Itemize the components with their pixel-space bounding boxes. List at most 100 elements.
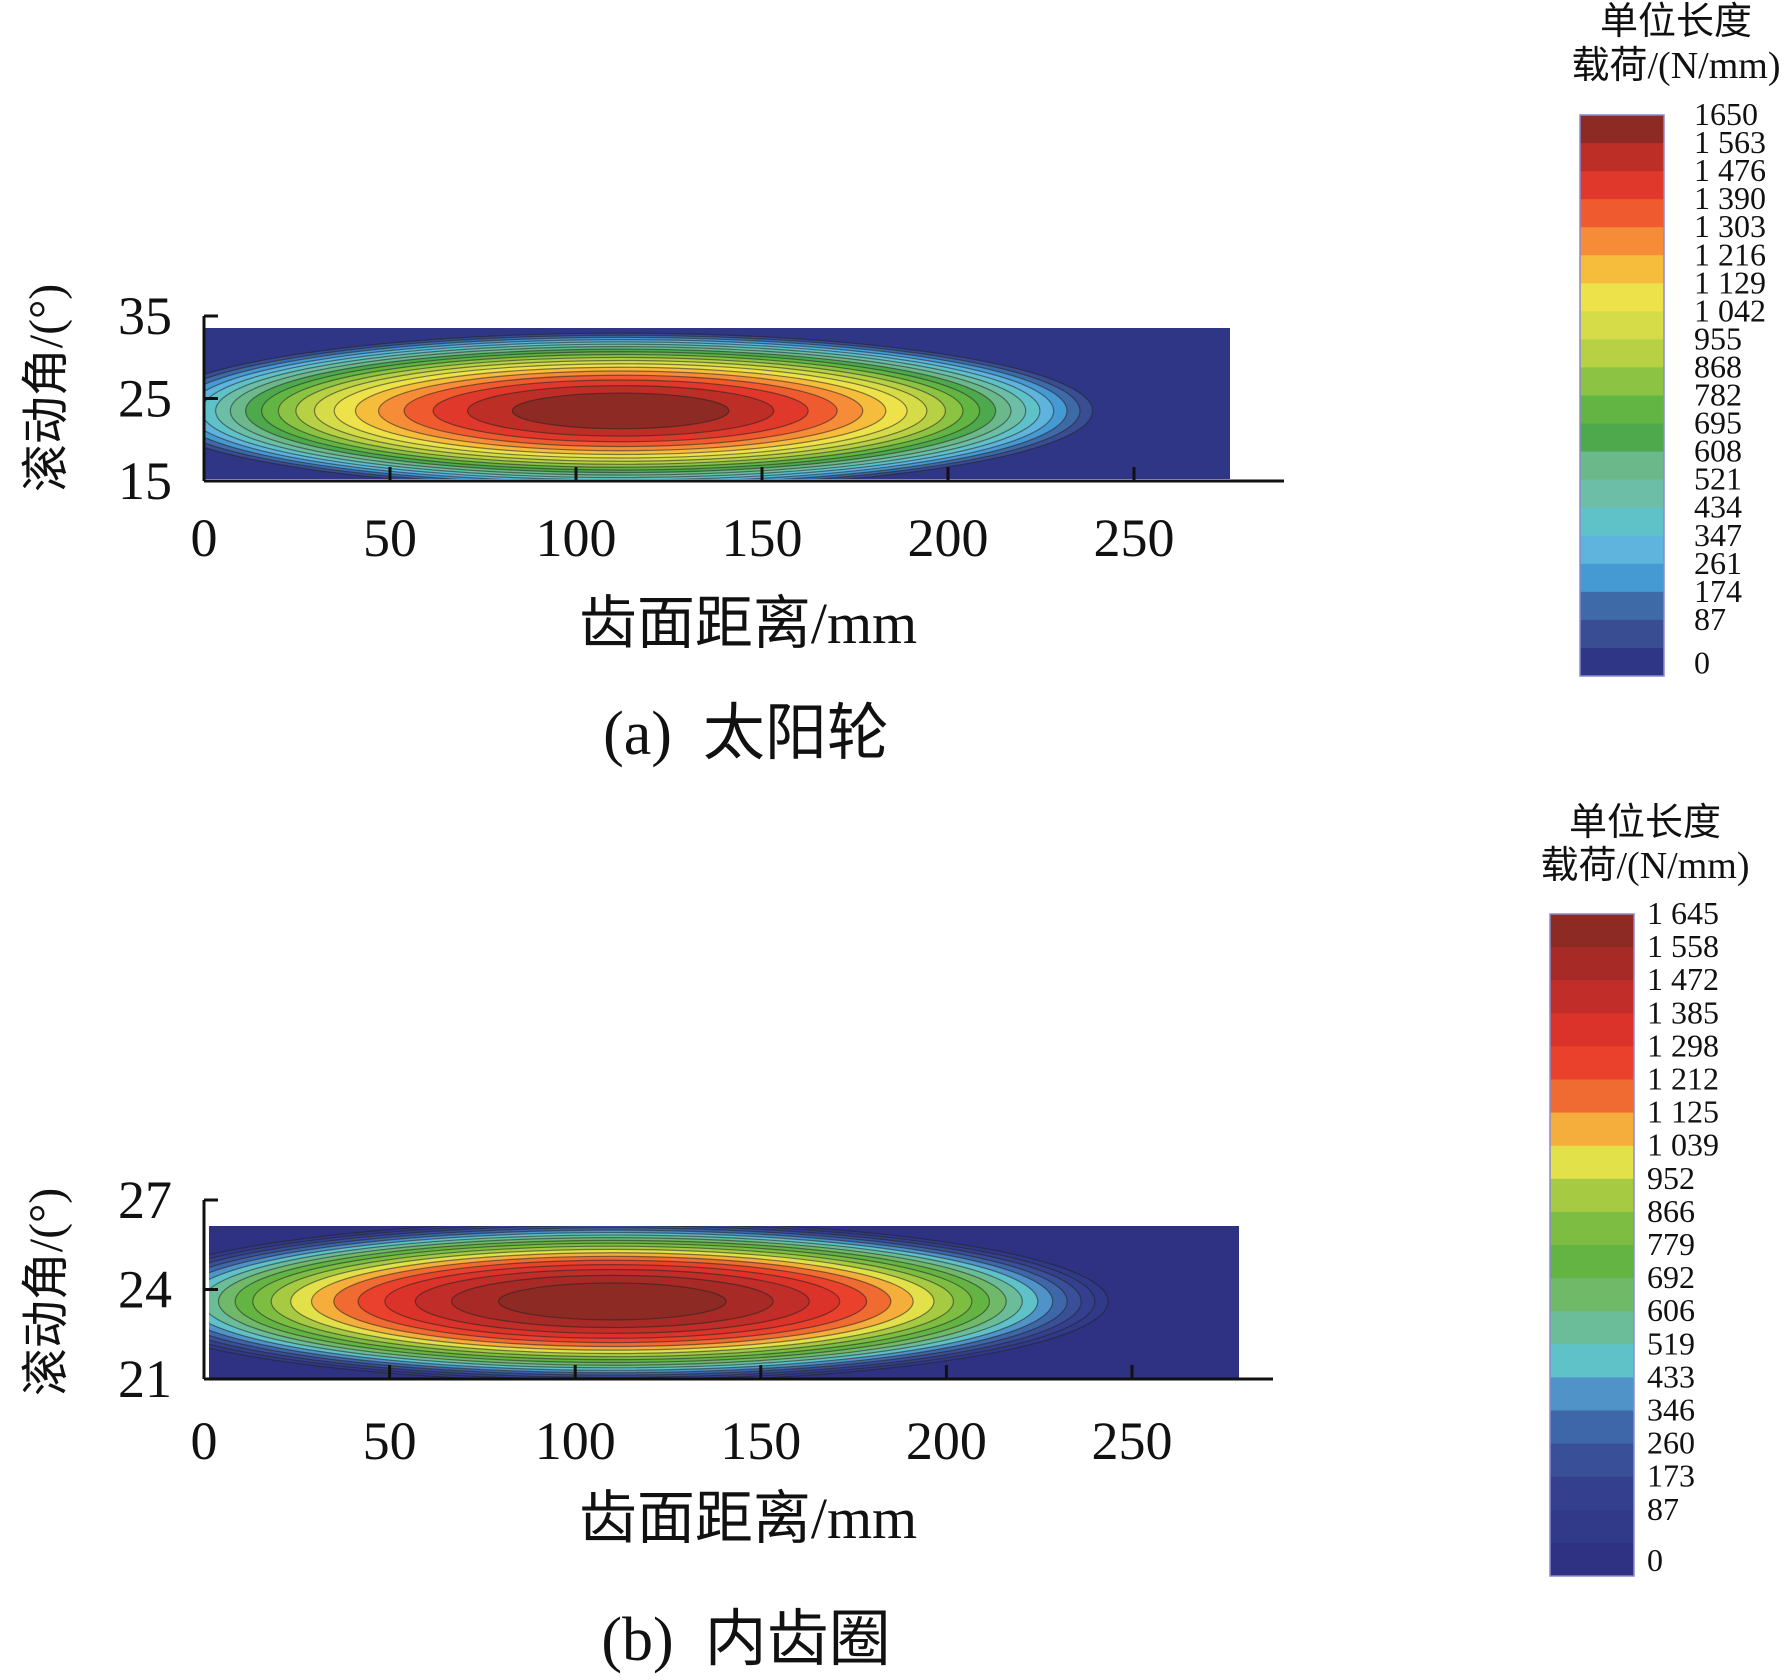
colorbar-label-b-16: 260 [1647, 1425, 1695, 1461]
y-ticks-a: 15 25 35 [118, 286, 218, 511]
contour-field-b [209, 1226, 1239, 1378]
colorbar-label-a-17: 174 [1694, 573, 1742, 609]
colorbar-label-b-13: 519 [1647, 1325, 1695, 1361]
colorbar-label-b-0: 1 645 [1647, 895, 1719, 931]
colorbar-swatch-a-4 [1580, 227, 1664, 256]
colorbar-swatch-a-16 [1580, 563, 1664, 593]
colorbar-label-b-19: 0 [1647, 1542, 1663, 1578]
colorbar-swatch-a-19 [1580, 647, 1664, 677]
x-tick-label-b-4: 200 [906, 1411, 987, 1471]
colorbar-label-a-16: 261 [1694, 545, 1742, 581]
colorbar-swatch-b-2 [1550, 980, 1634, 1014]
colorbar-label-b-1: 1 558 [1647, 928, 1719, 964]
colorbar-swatch-a-9 [1580, 367, 1664, 396]
colorbar-swatch-b-6 [1550, 1112, 1634, 1147]
y-tick-label-b-0: 21 [118, 1349, 172, 1409]
colorbar-swatch-b-14 [1550, 1377, 1634, 1411]
colorbar-frame-a [1579, 114, 1665, 677]
colorbar-label-b-15: 346 [1647, 1392, 1695, 1428]
colorbar-label-a-14: 434 [1694, 489, 1742, 525]
colorbar-swatch-b-9 [1550, 1211, 1634, 1246]
colorbar-label-b-7: 1 039 [1647, 1127, 1719, 1163]
colorbar-label-b-3: 1 385 [1647, 994, 1719, 1030]
colorbar-swatch-b-12 [1550, 1311, 1634, 1345]
colorbar-swatch-a-1 [1580, 143, 1664, 172]
colorbar-swatch-a-13 [1580, 479, 1664, 509]
y-tick-label-a-2: 35 [118, 286, 172, 346]
colorbar-label-b-12: 606 [1647, 1292, 1695, 1328]
colorbar-swatch-b-18 [1550, 1509, 1634, 1544]
x-tick-label-a-4: 200 [908, 508, 989, 568]
colorbar-title-line1-a: 单位长度 [1600, 1, 1752, 43]
axes-a: 0 50 100 150 200 250 15 25 35 [118, 286, 1284, 568]
axes-b: 0 50 100 150 200 250 21 24 27 [118, 1170, 1273, 1471]
colorbar-label-b-18: 87 [1647, 1491, 1679, 1527]
colorbar-swatch-b-10 [1550, 1245, 1634, 1279]
colorbar-swatch-b-16 [1550, 1443, 1634, 1478]
colorbar-label-a-12: 608 [1694, 433, 1742, 469]
colorbar-label-b-5: 1 212 [1647, 1061, 1719, 1097]
colorbar-label-b-4: 1 298 [1647, 1027, 1719, 1063]
colorbar-swatch-a-3 [1580, 199, 1664, 228]
y-axis-title-a: 滚动角/(°) [20, 284, 73, 493]
colorbar-label-b-2: 1 472 [1647, 961, 1719, 997]
colorbar-swatch-a-12 [1580, 451, 1664, 481]
contour-levels-a [204, 332, 1093, 479]
colorbar-label-a-18: 87 [1694, 601, 1726, 637]
colorbar-label-a-11: 695 [1694, 405, 1742, 441]
x-tick-label-b-2: 100 [535, 1411, 616, 1471]
colorbar-swatch-b-8 [1550, 1178, 1634, 1213]
colorbar-label-a-4: 1 303 [1694, 208, 1766, 244]
colorbar-label-b-17: 173 [1647, 1458, 1695, 1494]
colorbar-label-a-6: 1 129 [1694, 264, 1766, 300]
colorbar-title-line2-a: 载荷/(N/mm) [1572, 45, 1781, 87]
colorbar-label-b-14: 433 [1647, 1358, 1695, 1394]
x-tick-label-a-0: 0 [191, 508, 218, 568]
x-tick-label-b-1: 50 [363, 1411, 417, 1471]
x-tick-label-b-3: 150 [720, 1411, 801, 1471]
colorbar-label-a-3: 1 390 [1694, 180, 1766, 216]
colorbar-swatch-b-11 [1550, 1278, 1634, 1312]
colorbar-swatch-a-2 [1580, 171, 1664, 200]
y-tick-label-b-1: 24 [118, 1260, 172, 1320]
x-tick-label-a-5: 250 [1094, 508, 1175, 568]
x-tick-label-a-3: 150 [722, 508, 803, 568]
x-tick-label-a-1: 50 [363, 508, 417, 568]
colorbar-label-b-8: 952 [1647, 1160, 1695, 1196]
colorbar-swatch-a-11 [1580, 423, 1664, 453]
colorbar-label-a-0: 1650 [1694, 96, 1758, 132]
colorbar-label-a-13: 521 [1694, 461, 1742, 497]
colorbar-title-line1-b: 单位长度 [1569, 802, 1721, 844]
colorbar-swatch-a-14 [1580, 507, 1664, 537]
x-axis-title-a: 齿面距离/mm [579, 591, 917, 656]
y-tick-label-a-1: 25 [118, 369, 172, 429]
colorbar-swatch-a-7 [1580, 311, 1664, 340]
contour-level-b-19 [498, 1282, 727, 1321]
colorbar-label-b-9: 866 [1647, 1193, 1695, 1229]
colorbar-swatch-a-8 [1580, 339, 1664, 368]
x-tick-label-b-5: 250 [1092, 1411, 1173, 1471]
y-tick-label-b-2: 27 [118, 1170, 172, 1230]
x-tick-label-b-0: 0 [191, 1411, 218, 1471]
colorbar-swatch-b-17 [1550, 1476, 1634, 1511]
colorbar-swatch-a-6 [1580, 283, 1664, 312]
colorbar-swatch-a-10 [1580, 395, 1664, 425]
contour-field-a [204, 328, 1230, 479]
colorbar-swatch-b-5 [1550, 1079, 1634, 1114]
colorbar-swatch-a-18 [1580, 619, 1664, 649]
colorbar-title-line2-b: 载荷/(N/mm) [1541, 845, 1750, 887]
colorbar-label-b-6: 1 125 [1647, 1094, 1719, 1130]
y-tick-label-a-0: 15 [118, 451, 172, 511]
colorbar-swatch-b-1 [1550, 947, 1634, 981]
panel-a: 0 50 100 150 200 250 15 25 35 齿面距离/mm 滚动角/(°) (… [20, 1, 1780, 768]
x-ticks-b: 0 50 100 150 200 250 [191, 1365, 1173, 1471]
colorbar-label-a-19: 0 [1694, 644, 1710, 680]
colorbar-label-b-10: 779 [1647, 1226, 1695, 1262]
contour-level-a-19 [511, 392, 730, 430]
colorbar-swatch-a-15 [1580, 535, 1664, 565]
colorbar-swatch-a-17 [1580, 591, 1664, 621]
caption-b: (b) 内齿圈 [601, 1606, 890, 1674]
